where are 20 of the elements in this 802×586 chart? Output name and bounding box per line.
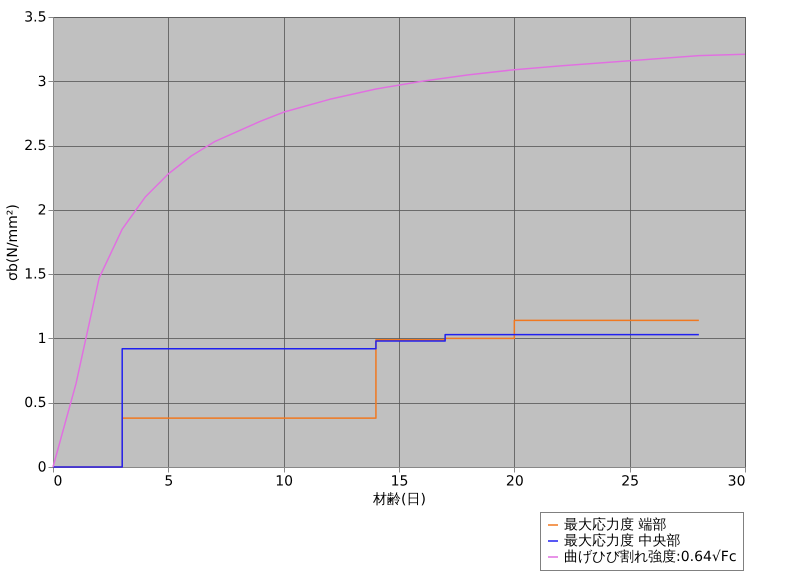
x-tick-label: 20 bbox=[506, 474, 524, 490]
x-tick-label: 25 bbox=[621, 474, 640, 490]
y-tick-label: 3 bbox=[38, 74, 46, 90]
y-tick-label: 1.5 bbox=[24, 266, 46, 283]
x-tick-label: 5 bbox=[164, 474, 174, 490]
legend-label: 最大応力度 中央部 bbox=[564, 533, 680, 549]
legend-label: 曲げひび割れ強度:0.64√Fc bbox=[564, 549, 737, 565]
y-axis-title: σb(N/mm²) bbox=[5, 204, 22, 281]
y-tick-label: 0.5 bbox=[24, 395, 46, 412]
y-tick-label: 2 bbox=[38, 202, 46, 218]
y-tick-label: 2.5 bbox=[24, 138, 46, 154]
y-tick-label: 0 bbox=[38, 460, 46, 476]
legend-label: 最大応力度 端部 bbox=[564, 517, 666, 533]
x-tick-label: 15 bbox=[390, 474, 408, 490]
x-tick-label: 0 bbox=[54, 474, 62, 490]
y-tick-label: 3.5 bbox=[24, 10, 46, 26]
x-tick-label: 10 bbox=[275, 474, 294, 490]
x-tick-label: 30 bbox=[728, 474, 746, 490]
y-tick-label: 1 bbox=[38, 330, 46, 347]
x-axis-title: 材齢(日) bbox=[372, 492, 426, 508]
